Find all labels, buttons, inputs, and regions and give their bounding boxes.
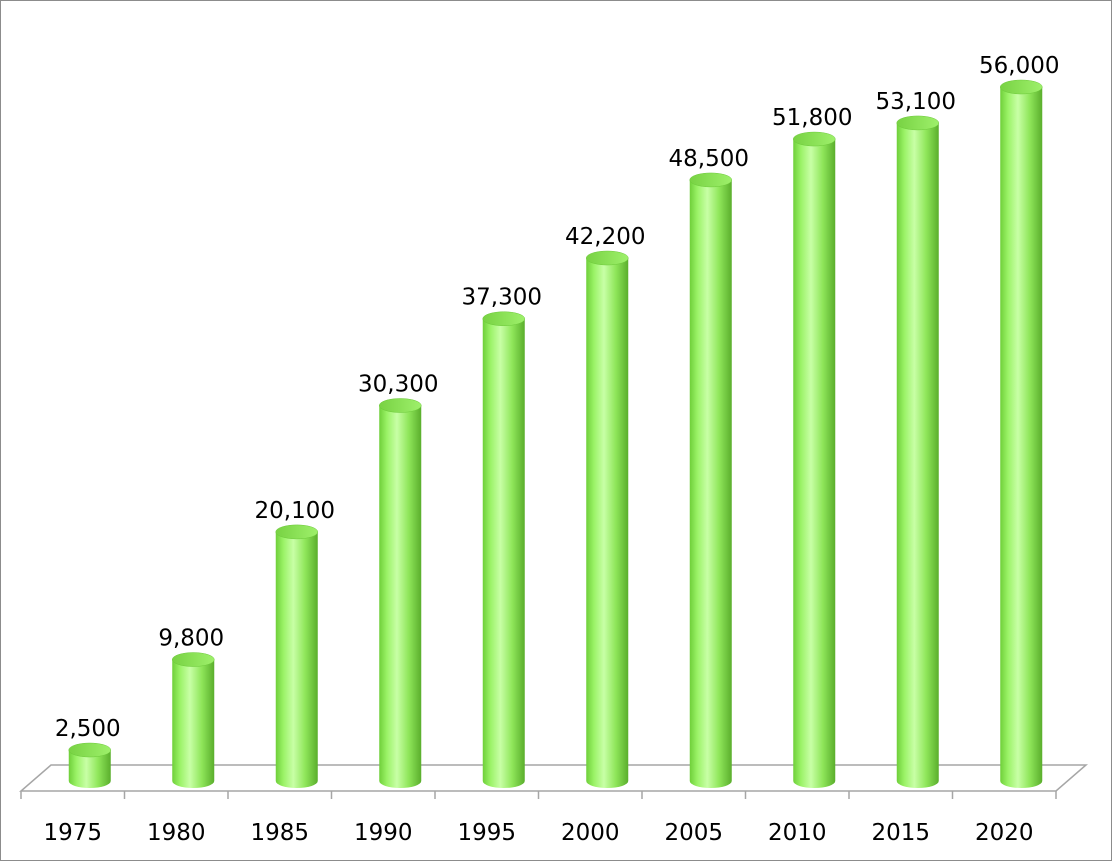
x-tick-label: 1995 <box>457 820 516 846</box>
x-tick-label: 2000 <box>561 820 620 846</box>
bar-cap <box>482 311 525 326</box>
data-label: 42,200 <box>565 224 645 250</box>
bar-cap <box>896 115 939 131</box>
bar-1975 <box>68 742 111 788</box>
data-label: 37,300 <box>462 285 542 311</box>
data-label: 51,800 <box>772 105 852 131</box>
bar-1995 <box>482 311 525 788</box>
data-label: 53,100 <box>876 89 956 115</box>
x-tick-label: 2010 <box>768 820 827 846</box>
x-tick-label: 2020 <box>975 820 1034 846</box>
bar-body <box>586 258 629 788</box>
x-tick-label: 1980 <box>147 820 206 846</box>
bar-body <box>379 405 422 788</box>
bar-1990 <box>379 398 422 788</box>
bar-cap <box>793 131 836 147</box>
bar-body <box>275 531 318 788</box>
data-label: 2,500 <box>55 716 121 742</box>
data-label: 56,000 <box>979 53 1059 79</box>
floor-plane <box>18 764 1089 792</box>
bar-cap <box>275 524 318 540</box>
bar-body <box>1000 87 1043 788</box>
bar-1985 <box>275 524 318 788</box>
data-label: 9,800 <box>158 626 224 652</box>
bar-2010 <box>793 131 836 789</box>
x-tick-label: 2005 <box>664 820 723 846</box>
bar-2015 <box>896 115 939 789</box>
x-tick-label: 1985 <box>250 820 309 846</box>
bar-2005 <box>689 172 732 789</box>
bar-cap <box>689 172 732 188</box>
x-tick-label: 2015 <box>871 820 930 846</box>
data-labels-group: 2,500 9,800 20,100 30,300 37,300 42,200 48,500… <box>55 53 1060 742</box>
bar-body <box>896 122 939 789</box>
bar-cap <box>586 250 629 266</box>
bar-cap <box>172 652 215 667</box>
chart-floor <box>18 764 1089 799</box>
data-label: 48,500 <box>669 146 749 172</box>
bar-body <box>482 318 525 788</box>
bar-body <box>793 139 836 789</box>
bar-2000 <box>586 250 629 788</box>
bar-cap <box>1000 79 1043 95</box>
bar-1980 <box>172 652 215 788</box>
bar-body <box>689 179 732 789</box>
bar-cap <box>68 742 111 758</box>
x-tick-label: 1990 <box>354 820 413 846</box>
data-label: 30,300 <box>358 371 438 397</box>
x-tick-label: 1975 <box>43 820 102 846</box>
x-axis-ticks-group: 1975 1980 1985 1990 1995 2000 2005 2010 2015 2020 <box>43 820 1033 846</box>
bar-cap <box>379 398 422 413</box>
bar-body <box>68 750 111 788</box>
bar-body <box>172 659 215 788</box>
bar-2020 <box>1000 79 1043 788</box>
data-label: 20,100 <box>255 498 335 524</box>
bars-group <box>68 79 1043 789</box>
